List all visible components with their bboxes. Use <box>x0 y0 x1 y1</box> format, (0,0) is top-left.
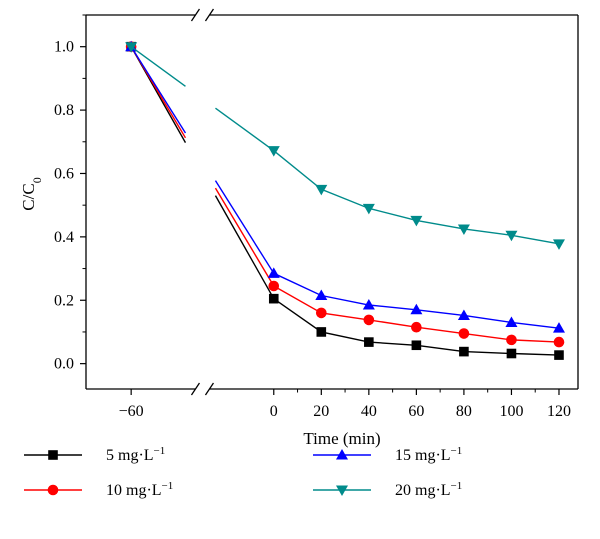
data-point <box>458 328 470 339</box>
axis-break-mark <box>204 382 215 396</box>
legend-item-0: 5 mg·L−1 <box>24 445 165 464</box>
legend-marker <box>47 484 59 496</box>
data-point <box>505 230 518 242</box>
series-3 <box>125 42 565 250</box>
series-line <box>273 272 560 329</box>
series-line-segment <box>214 180 275 274</box>
data-point <box>506 334 517 346</box>
data-point <box>457 309 470 320</box>
legend-label: 15 mg·L−1 <box>395 445 462 464</box>
y-tick-label: 0.0 <box>54 356 74 373</box>
data-point <box>316 327 327 337</box>
data-point <box>315 289 328 300</box>
data-point <box>552 239 565 250</box>
data-point <box>459 346 469 357</box>
series-0 <box>126 41 564 360</box>
series-line-segment <box>130 46 186 87</box>
legend-marker <box>48 450 58 460</box>
data-point <box>505 316 518 327</box>
axis-break-mark <box>204 8 215 22</box>
data-point <box>316 307 327 319</box>
legend-item-2: 15 mg·L−1 <box>313 445 462 464</box>
y-axis: 0.0 0.2 0.4 0.6 0.8 1.0 C/C0 <box>19 14 86 373</box>
data-point <box>411 321 422 333</box>
legend-label: 10 mg·L−1 <box>106 480 173 499</box>
series-line-segment <box>214 187 275 287</box>
legend-marker <box>336 449 348 460</box>
data-point <box>552 322 565 333</box>
axis-break-mark <box>190 8 201 22</box>
data-point <box>125 42 138 53</box>
plot-frame <box>85 8 579 396</box>
series-line-segment <box>214 195 275 300</box>
legend-marker <box>336 485 348 496</box>
legend-label: 20 mg·L−1 <box>395 480 462 499</box>
x-tick-label: 120 <box>547 403 571 420</box>
x-axis-title: Time (min) <box>303 429 380 448</box>
series-2 <box>125 40 565 333</box>
series-layer <box>125 40 565 360</box>
y-tick-label: 0.8 <box>54 102 74 119</box>
series-line <box>273 150 560 245</box>
x-tick-label: 20 <box>313 403 329 420</box>
x-tick-label: 40 <box>361 403 377 420</box>
data-point <box>553 336 565 348</box>
data-point <box>411 340 422 351</box>
x-tick-label: 60 <box>408 403 424 420</box>
y-tick-label: 0.4 <box>54 229 74 246</box>
x-tick-label: 100 <box>499 403 523 420</box>
data-point <box>315 184 328 196</box>
data-point <box>506 348 517 359</box>
axis-break-mark <box>190 382 201 396</box>
y-tick-label: 0.6 <box>54 165 74 182</box>
x-tick-label: 80 <box>456 403 472 420</box>
data-point <box>267 146 280 157</box>
series-line-segment <box>215 107 275 152</box>
x-tick-label: −60 <box>119 403 144 420</box>
data-point <box>267 267 280 278</box>
legend-item-3: 20 mg·L−1 <box>313 480 462 499</box>
data-point <box>362 299 375 310</box>
y-tick-label: 1.0 <box>54 39 74 56</box>
data-point <box>363 314 375 326</box>
series-line-segment <box>130 46 187 134</box>
y-axis-title: C/C0 <box>19 177 44 210</box>
legend-label: 5 mg·L−1 <box>106 445 165 464</box>
data-point <box>362 203 375 215</box>
legend-item-1: 10 mg·L−1 <box>24 480 173 499</box>
data-point <box>410 303 423 315</box>
x-axis: −60 0 20 40 60 80 100 120 Time (min) <box>119 389 571 448</box>
data-point <box>554 350 564 360</box>
data-point <box>268 293 279 304</box>
x-tick-label: 0 <box>270 403 278 420</box>
series-1 <box>125 41 565 348</box>
data-point <box>457 224 470 235</box>
data-point <box>410 215 423 227</box>
y-tick-label: 0.2 <box>54 292 74 309</box>
legend: 5 mg·L−1 10 mg·L−1 15 mg·L−1 20 mg·L−1 <box>24 445 462 499</box>
data-point <box>364 337 374 347</box>
data-point <box>268 280 280 292</box>
